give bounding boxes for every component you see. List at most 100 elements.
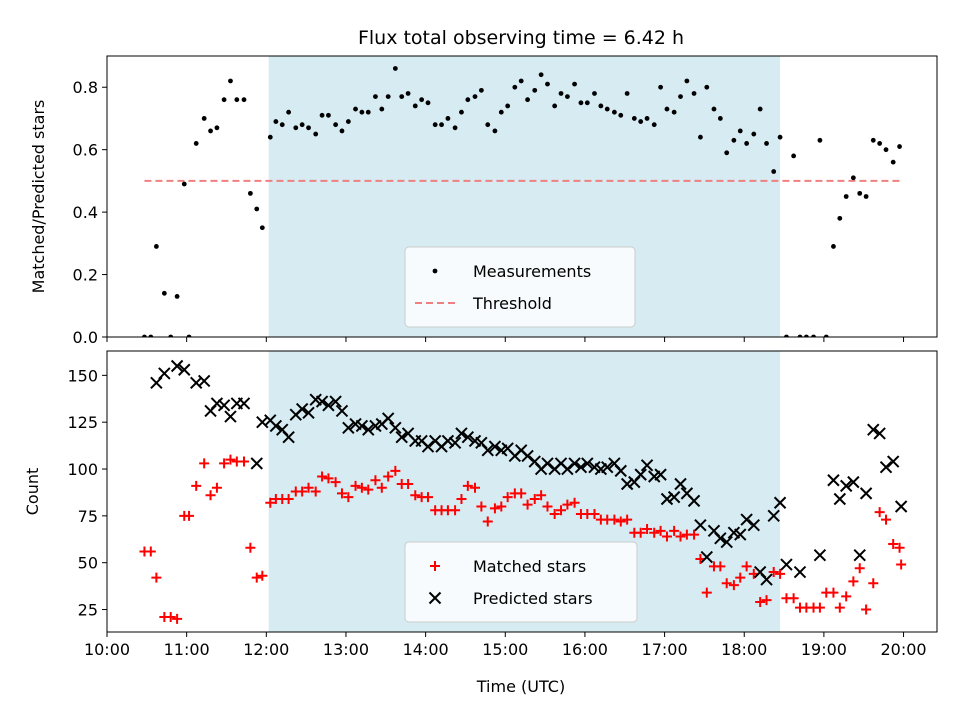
data-point xyxy=(405,91,411,96)
data-point xyxy=(410,490,421,501)
data-point xyxy=(172,613,183,624)
data-point xyxy=(888,538,899,549)
data-point xyxy=(350,480,361,491)
data-point xyxy=(359,109,365,115)
data-point xyxy=(317,471,328,482)
data-point xyxy=(556,505,567,516)
data-point xyxy=(737,128,743,134)
data-point xyxy=(658,84,663,90)
legend-label: Threshold xyxy=(472,294,552,313)
data-point xyxy=(771,169,777,174)
data-point xyxy=(634,468,647,481)
data-point xyxy=(315,395,329,408)
data-point xyxy=(879,460,893,474)
data-point xyxy=(529,493,540,504)
legend-marker xyxy=(428,591,442,605)
data-point xyxy=(385,94,391,99)
data-point xyxy=(857,190,863,196)
y-tick-label: 25 xyxy=(78,601,98,620)
data-point xyxy=(217,399,231,412)
data-point xyxy=(439,122,444,128)
data-point xyxy=(492,128,498,134)
data-point xyxy=(735,572,746,583)
data-point xyxy=(461,430,475,444)
data-point xyxy=(814,602,825,613)
data-point xyxy=(381,412,395,425)
data-point xyxy=(485,122,491,128)
data-point xyxy=(873,427,886,440)
data-point xyxy=(201,116,207,121)
data-point xyxy=(516,488,527,499)
data-point xyxy=(425,100,431,106)
data-point xyxy=(717,116,723,121)
data-point xyxy=(863,194,869,199)
data-point xyxy=(322,399,335,412)
data-point xyxy=(392,66,398,71)
x-tick-label: 18:00 xyxy=(721,640,767,659)
data-point xyxy=(448,436,462,450)
ratio-panel: 0.0 0.2 0.4 0.6 0.8 Matched/Predicted stars Me… xyxy=(29,55,938,347)
data-point xyxy=(744,141,750,146)
data-point xyxy=(649,527,660,538)
data-point xyxy=(282,430,295,444)
data-point xyxy=(724,150,730,156)
data-point xyxy=(335,404,349,418)
data-point xyxy=(310,486,321,497)
data-point xyxy=(293,125,299,131)
data-point xyxy=(168,334,174,337)
data-point xyxy=(353,106,358,112)
data-point xyxy=(831,244,836,249)
data-point xyxy=(295,402,309,416)
data-point xyxy=(664,106,670,112)
data-point xyxy=(837,215,843,221)
data-point xyxy=(158,367,171,380)
data-point xyxy=(502,492,513,503)
data-point xyxy=(568,457,581,470)
data-point xyxy=(373,94,378,99)
data-point xyxy=(853,548,866,562)
data-point xyxy=(558,91,564,96)
data-point xyxy=(868,578,879,589)
data-point xyxy=(642,523,653,534)
data-point xyxy=(675,531,686,542)
data-point xyxy=(894,500,908,513)
data-point xyxy=(265,497,276,508)
data-point xyxy=(877,141,883,146)
y-tick-label: 0.4 xyxy=(73,203,98,222)
data-point xyxy=(839,479,853,493)
data-point xyxy=(313,131,319,137)
data-point xyxy=(452,125,458,131)
data-point xyxy=(390,465,401,476)
data-point xyxy=(197,374,211,388)
data-point xyxy=(178,363,191,376)
data-point xyxy=(412,103,418,109)
data-point xyxy=(356,482,367,493)
data-point xyxy=(370,475,381,486)
data-point xyxy=(329,395,342,408)
data-point xyxy=(193,141,199,146)
data-point xyxy=(609,514,620,525)
data-point xyxy=(581,457,594,470)
data-point xyxy=(250,457,263,470)
legend-box xyxy=(404,246,636,328)
data-point xyxy=(239,456,250,467)
data-point xyxy=(823,334,829,337)
data-point xyxy=(228,78,233,84)
data-point xyxy=(721,578,732,589)
data-point xyxy=(257,570,268,581)
data-point xyxy=(720,535,733,549)
y-tick-label: 50 xyxy=(78,554,98,573)
data-point xyxy=(674,477,687,491)
data-point xyxy=(561,462,574,476)
data-point xyxy=(432,122,438,128)
y-axis-label: Count xyxy=(23,468,42,516)
data-point xyxy=(701,587,712,598)
data-point xyxy=(441,434,455,448)
data-point xyxy=(339,128,345,134)
data-point xyxy=(165,612,176,623)
data-point xyxy=(299,122,305,128)
data-point xyxy=(640,459,654,472)
data-point xyxy=(476,501,487,512)
y-tick-label: 150 xyxy=(67,366,98,385)
data-point xyxy=(279,122,285,128)
